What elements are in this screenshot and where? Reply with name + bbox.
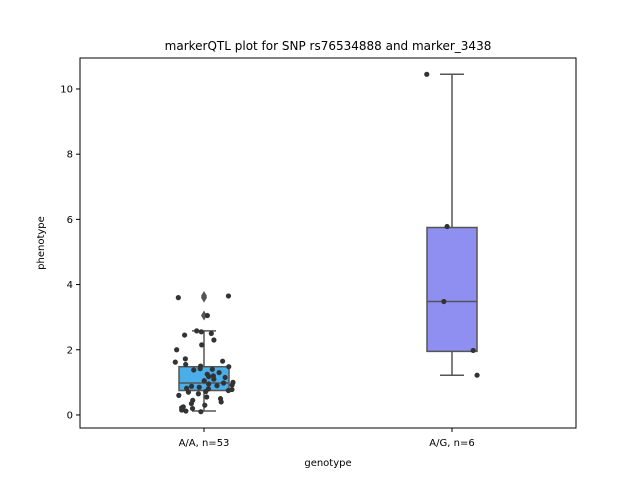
data-point xyxy=(174,347,180,353)
data-point xyxy=(183,361,189,368)
data-point xyxy=(204,394,210,400)
data-point xyxy=(199,342,205,348)
x-tick-label: A/A, n=53 xyxy=(179,438,230,449)
data-point xyxy=(474,372,480,378)
data-point xyxy=(189,405,196,412)
chart-title: markerQTL plot for SNP rs76534888 and ma… xyxy=(165,39,492,53)
outlier-marker xyxy=(201,310,207,321)
outlier-marker xyxy=(201,290,207,301)
data-point xyxy=(226,364,232,370)
data-point xyxy=(424,71,430,77)
data-point xyxy=(176,392,182,399)
data-point xyxy=(196,384,202,390)
x-axis: A/A, n=53 A/G, n=6 xyxy=(179,428,475,449)
data-point xyxy=(183,408,189,414)
y-tick-label: 8 xyxy=(67,150,73,161)
y-tick-label: 0 xyxy=(67,410,73,421)
data-point xyxy=(197,366,203,372)
data-point xyxy=(216,369,222,376)
data-point xyxy=(185,389,192,395)
data-point xyxy=(184,385,190,391)
axes-frame xyxy=(79,57,577,429)
y-tick-label: 4 xyxy=(67,280,73,291)
data-point xyxy=(182,356,188,362)
data-point xyxy=(225,387,231,394)
data-point xyxy=(204,312,210,319)
data-point xyxy=(222,374,228,381)
data-point xyxy=(198,329,204,335)
box-group xyxy=(172,290,236,415)
y-axis: 0 2 4 6 8 10 xyxy=(60,84,80,421)
data-point xyxy=(206,373,212,380)
data-point xyxy=(221,380,227,386)
data-point xyxy=(218,399,224,405)
data-point xyxy=(201,378,207,384)
data-point xyxy=(209,366,215,372)
data-point xyxy=(188,400,195,407)
data-point xyxy=(198,409,204,415)
y-axis-label: phenotype xyxy=(36,216,47,270)
data-point xyxy=(194,328,200,334)
data-point xyxy=(202,402,208,408)
data-point xyxy=(203,388,209,395)
data-point xyxy=(179,407,185,413)
data-point xyxy=(225,293,232,299)
plot-area xyxy=(172,71,480,415)
data-point xyxy=(172,359,178,365)
data-point xyxy=(195,391,201,397)
data-point xyxy=(229,382,235,388)
x-axis-label: genotype xyxy=(304,458,351,469)
data-point xyxy=(208,330,214,337)
data-point xyxy=(211,376,217,382)
box xyxy=(426,226,478,353)
data-point xyxy=(191,367,197,373)
data-point xyxy=(441,298,447,305)
data-point xyxy=(206,381,212,387)
data-point xyxy=(182,332,188,338)
data-point xyxy=(470,347,476,354)
data-point xyxy=(211,337,217,343)
data-point xyxy=(188,383,195,389)
y-tick-label: 10 xyxy=(60,84,73,95)
box-group xyxy=(424,71,480,378)
data-point xyxy=(214,383,220,389)
y-tick-label: 6 xyxy=(67,215,73,226)
data-point xyxy=(220,358,226,364)
data-point xyxy=(175,295,181,301)
y-tick-label: 2 xyxy=(67,345,73,356)
x-tick-label: A/G, n=6 xyxy=(429,438,474,449)
data-point xyxy=(444,223,450,230)
